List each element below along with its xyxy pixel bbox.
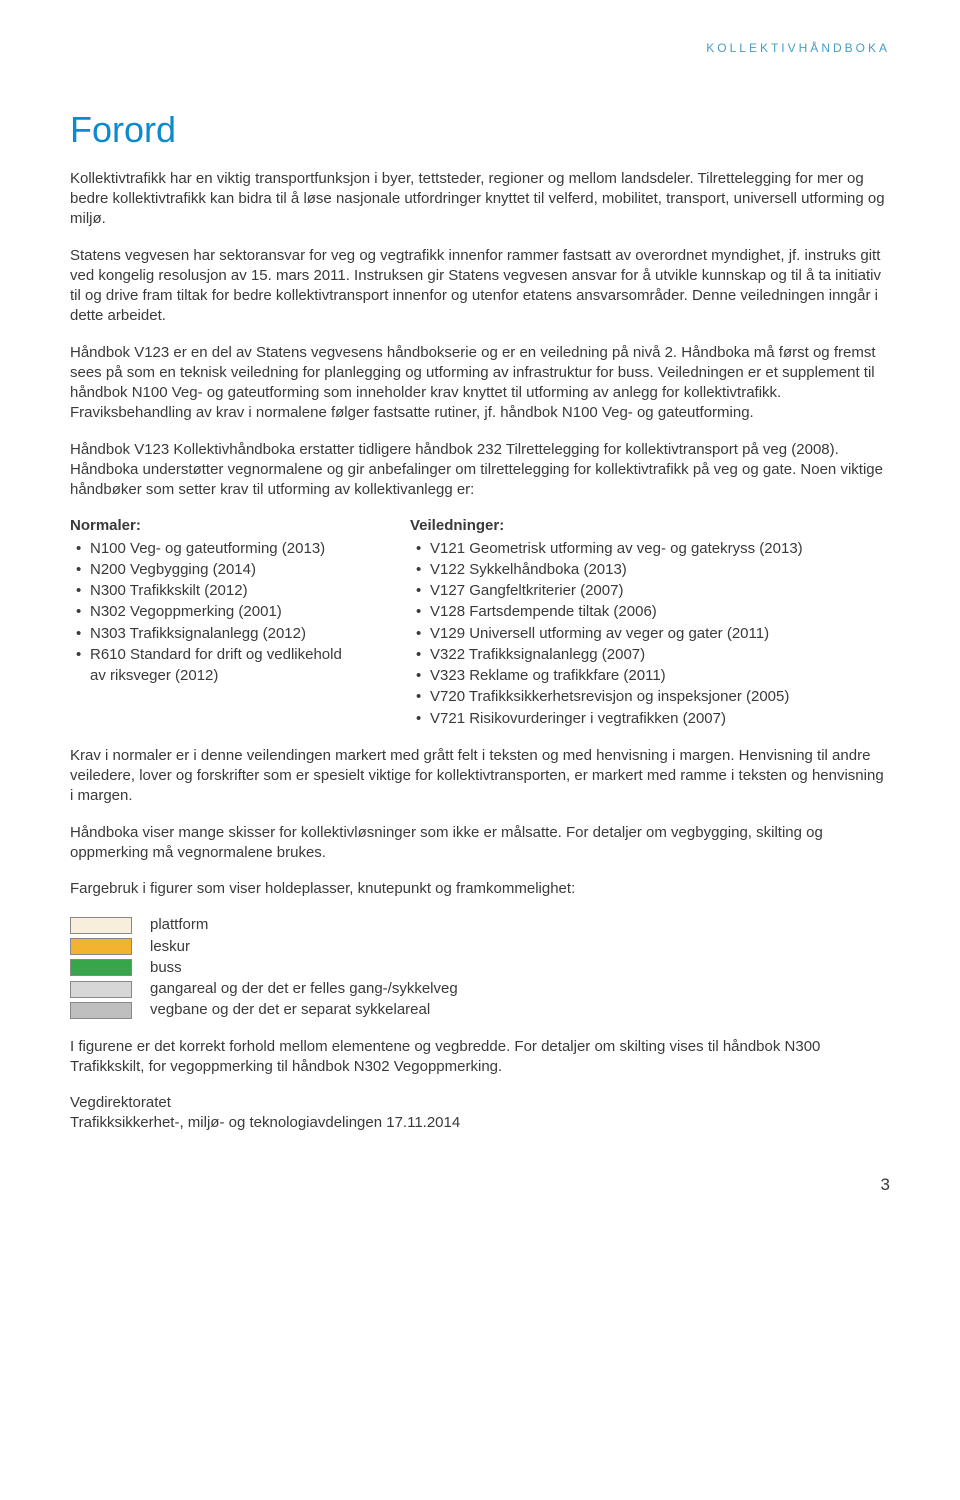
legend-swatch-plattform: [70, 917, 132, 934]
list-item: V721 Risikovurderinger i vegtrafikken (2…: [416, 709, 890, 729]
list-item: V322 Trafikksignalanlegg (2007): [416, 645, 890, 665]
paragraph-6: Håndboka viser mange skisser for kollekt…: [70, 823, 890, 864]
veiledninger-heading: Veiledninger:: [410, 516, 890, 536]
legend-swatch-vegbane: [70, 1002, 132, 1019]
list-item: V121 Geometrisk utforming av veg- og gat…: [416, 539, 890, 559]
paragraph-3: Håndbok V123 er en del av Statens vegves…: [70, 343, 890, 424]
legend-row: vegbane og der det er separat sykkelarea…: [70, 1000, 890, 1020]
legend-row: buss: [70, 958, 890, 978]
list-item: V122 Sykkelhåndboka (2013): [416, 560, 890, 580]
signature-line-1: Vegdirektoratet: [70, 1094, 171, 1111]
list-item: V128 Fartsdempende tiltak (2006): [416, 602, 890, 622]
legend-swatch-leskur: [70, 938, 132, 955]
veiledninger-list: V121 Geometrisk utforming av veg- og gat…: [410, 539, 890, 729]
list-item: R610 Standard for drift og vedlikehold: [76, 645, 370, 665]
page-title: Forord: [70, 106, 890, 155]
legend-label: plattform: [150, 915, 208, 935]
paragraph-5: Krav i normaler er i denne veilendingen …: [70, 746, 890, 807]
paragraph-8: I figurene er det korrekt forhold mellom…: [70, 1037, 890, 1078]
list-item: V127 Gangfeltkriterier (2007): [416, 581, 890, 601]
legend-row: plattform: [70, 915, 890, 935]
list-item: N300 Trafikkskilt (2012): [76, 581, 370, 601]
legend-swatch-buss: [70, 959, 132, 976]
legend-label: vegbane og der det er separat sykkelarea…: [150, 1000, 430, 1020]
paragraph-7: Fargebruk i figurer som viser holdeplass…: [70, 879, 890, 899]
list-item: V323 Reklame og trafikkfare (2011): [416, 666, 890, 686]
lists-container: Normaler: N100 Veg- og gateutforming (20…: [70, 516, 890, 730]
list-item: N302 Vegoppmerking (2001): [76, 602, 370, 622]
paragraph-2: Statens vegvesen har sektoransvar for ve…: [70, 246, 890, 327]
legend-row: gangareal og der det er felles gang-/syk…: [70, 979, 890, 999]
page-number: 3: [70, 1174, 890, 1197]
signature: Vegdirektoratet Trafikksikkerhet-, miljø…: [70, 1093, 890, 1134]
legend-swatch-gangareal: [70, 981, 132, 998]
paragraph-1: Kollektivtrafikk har en viktig transport…: [70, 169, 890, 230]
normaler-list: N100 Veg- og gateutforming (2013) N200 V…: [70, 539, 370, 687]
list-item: V129 Universell utforming av veger og ga…: [416, 624, 890, 644]
legend-label: leskur: [150, 937, 190, 957]
normaler-heading: Normaler:: [70, 516, 370, 536]
signature-line-2: Trafikksikkerhet-, miljø- og teknologiav…: [70, 1114, 460, 1131]
list-item: V720 Trafikksikkerhetsrevisjon og inspek…: [416, 687, 890, 707]
normaler-column: Normaler: N100 Veg- og gateutforming (20…: [70, 516, 370, 730]
color-legend: plattform leskur buss gangareal og der d…: [70, 915, 890, 1020]
list-item: N100 Veg- og gateutforming (2013): [76, 539, 370, 559]
list-item-continuation: av riksveger (2012): [76, 666, 370, 686]
list-item: N200 Vegbygging (2014): [76, 560, 370, 580]
veiledninger-column: Veiledninger: V121 Geometrisk utforming …: [410, 516, 890, 730]
header-label: KOLLEKTIVHÅNDBOKA: [70, 40, 890, 56]
legend-label: buss: [150, 958, 182, 978]
legend-label: gangareal og der det er felles gang-/syk…: [150, 979, 458, 999]
legend-row: leskur: [70, 937, 890, 957]
list-item: N303 Trafikksignalanlegg (2012): [76, 624, 370, 644]
paragraph-4: Håndbok V123 Kollektivhåndboka erstatter…: [70, 440, 890, 501]
